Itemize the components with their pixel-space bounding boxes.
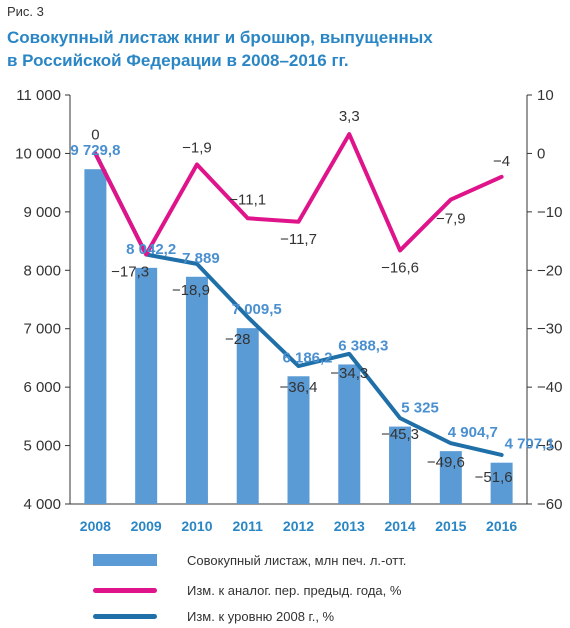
- bar: [135, 267, 158, 504]
- bar: [185, 276, 208, 504]
- right-tick-label: −50: [537, 438, 562, 455]
- line-vs-2008: [93, 151, 504, 457]
- legend-swatch-annual-change: [93, 587, 157, 593]
- annual-change-label: −16,6: [381, 259, 419, 276]
- bar-value-label: 9 729,8: [70, 142, 120, 159]
- x-tick-label: 2016: [486, 518, 517, 534]
- legend-label-annual-change: Изм. к аналог. пер. предыд. года, %: [187, 582, 402, 598]
- vs-2008-label: −36,4: [280, 379, 318, 396]
- vs-2008-label: −49,6: [427, 454, 465, 471]
- legend-swatch-vs-2008: [93, 613, 157, 619]
- x-tick-label: 2011: [233, 518, 264, 534]
- bar-value-label: 7 009,5: [232, 301, 282, 318]
- left-tick-label: 5 000: [23, 438, 61, 455]
- left-tick-label: 11 000: [16, 87, 61, 104]
- vs-2008-label: −45,3: [381, 426, 419, 443]
- bar-value-label: 7 889: [182, 250, 220, 267]
- bar: [287, 376, 310, 504]
- bar-value-label: 4 707,1: [505, 436, 555, 453]
- annual-change-label: −7,9: [436, 211, 466, 228]
- line-annual-change: [93, 132, 504, 257]
- annual-change-label: −4: [493, 153, 510, 170]
- annual-change-label: −11,7: [280, 231, 317, 248]
- right-tick-label: 10: [537, 87, 554, 104]
- legend-item-annual-change: Изм. к аналог. пер. предыд. года, %: [93, 580, 401, 600]
- bar-value-label: 8 042,2: [126, 241, 176, 258]
- bar-value-label: 6 186,2: [282, 349, 332, 366]
- right-tick-label: −60: [537, 496, 562, 513]
- annual-change-label: −11,1: [229, 191, 266, 208]
- chart-title-line2: в Российской Федерации в 2008–2016 гг.: [7, 51, 349, 70]
- right-tick-label: −40: [537, 379, 562, 396]
- right-tick-label: −20: [537, 262, 562, 279]
- left-tick-label: 4 000: [23, 496, 61, 513]
- annual-change-label: 0: [91, 126, 99, 143]
- x-tick-label: 2008: [80, 518, 111, 534]
- x-tick-label: 2010: [181, 518, 212, 534]
- x-tick-label: 2015: [435, 518, 466, 534]
- legend-item-bars: Совокупный листаж, млн печ. л.-отт.: [93, 550, 406, 570]
- x-tick-label: 2013: [334, 518, 365, 534]
- x-tick-label: 2009: [131, 518, 162, 534]
- legend-label-vs-2008: Изм. к уровню 2008 г., %: [187, 608, 335, 624]
- annual-change-label: 3,3: [339, 108, 360, 125]
- chart-title-line1: Совокупный листаж книг и брошюр, выпущен…: [7, 28, 433, 47]
- vs-2008-label: −18,9: [172, 282, 210, 299]
- annual-change-label: −17,3: [111, 264, 149, 281]
- right-tick-label: 0: [537, 145, 545, 162]
- bar: [490, 462, 513, 504]
- annual-change-label: −1,9: [182, 140, 212, 157]
- vs-2008-label: −34,3: [330, 365, 368, 382]
- chart-title: Совокупный листаж книг и брошюр, выпущен…: [7, 26, 547, 72]
- right-tick-label: −30: [537, 321, 562, 338]
- left-tick-label: 10 000: [15, 145, 61, 162]
- legend-item-vs-2008: Изм. к уровню 2008 г., %: [93, 606, 334, 626]
- left-tick-label: 8 000: [23, 262, 61, 279]
- right-tick-label: −10: [537, 204, 562, 221]
- bar: [439, 451, 462, 504]
- left-tick-label: 7 000: [23, 321, 61, 338]
- left-tick-label: 9 000: [23, 204, 61, 221]
- bar: [389, 426, 412, 504]
- bar: [338, 364, 361, 504]
- vs-2008-label: −51,6: [475, 469, 513, 486]
- legend-label-bars: Совокупный листаж, млн печ. л.-отт.: [187, 552, 407, 568]
- bar-value-label: 5 325: [401, 400, 439, 417]
- x-tick-label: 2014: [384, 518, 415, 534]
- legend-swatch-bars: [93, 554, 157, 566]
- bar: [84, 169, 107, 504]
- bar: [236, 328, 259, 504]
- bar-value-label: 4 904,7: [448, 424, 498, 441]
- figure-label: Рис. 3: [7, 4, 44, 19]
- x-tick-label: 2012: [283, 518, 314, 534]
- vs-2008-label: −28: [225, 331, 250, 348]
- left-tick-label: 6 000: [23, 379, 61, 396]
- bar-value-label: 6 388,3: [338, 337, 388, 354]
